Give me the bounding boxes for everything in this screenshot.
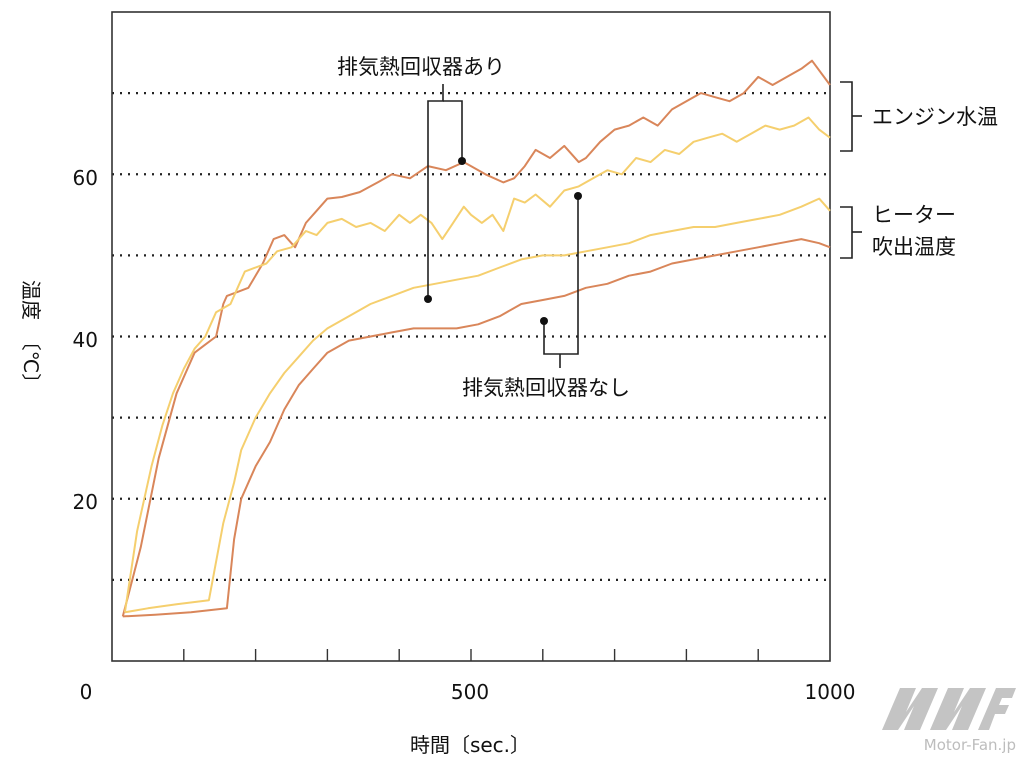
group-heater-outlet: ヒーター 吹出温度 — [840, 203, 956, 259]
x-tick-label-1000: 1000 — [805, 680, 856, 704]
bracket-heater-outlet — [840, 206, 853, 259]
annotation-label-without-recovery: 排気熱回収器なし — [462, 376, 630, 400]
tick-labels: 60 40 20 0 500 1000 — [73, 166, 856, 704]
x-axis-label: 時間〔sec.〕 — [410, 733, 530, 757]
series-line-3 — [124, 197, 831, 614]
plot-frame — [111, 11, 831, 662]
annotation-without-recovery: 排気熱回収器なし — [462, 192, 630, 400]
y-tick-label-60: 60 — [73, 166, 98, 190]
leader-with-recovery-right — [443, 100, 463, 161]
y-axis-unit: 〔℃〕 — [19, 331, 43, 393]
group-engine-coolant: エンジン水温 — [840, 81, 998, 152]
marker-with-recovery-heater — [424, 295, 432, 303]
series-line-4 — [122, 238, 831, 618]
annotation-label-with-recovery: 排気熱回収器あり — [337, 55, 505, 79]
series-line-1 — [121, 59, 831, 617]
bracket-engine-coolant — [840, 81, 853, 152]
marker-with-recovery-coolant — [458, 157, 466, 165]
site-logo — [882, 688, 1016, 730]
y-tick-label-20: 20 — [73, 490, 98, 514]
x-tick-label-500: 500 — [451, 680, 489, 704]
watermark-site-text: Motor-Fan.jp — [924, 736, 1016, 754]
x-tick-label-0: 0 — [80, 680, 93, 704]
marker-without-recovery-heater — [540, 317, 548, 325]
group-label-heater-line2: 吹出温度 — [872, 235, 956, 259]
leader-without-recovery — [543, 196, 579, 355]
x-axis-ticks — [183, 649, 759, 661]
group-label-engine-coolant: エンジン水温 — [872, 105, 998, 129]
series-group — [121, 59, 831, 618]
group-label-heater-line1: ヒーター — [872, 203, 956, 227]
leader-with-recovery — [427, 84, 444, 299]
y-tick-label-40: 40 — [73, 328, 98, 352]
y-axis-label: 温度 — [19, 280, 43, 320]
marker-without-recovery-coolant — [574, 192, 582, 200]
site-watermark: Motor-Fan.jp — [882, 688, 1016, 754]
series-line-2 — [123, 116, 831, 613]
annotation-with-recovery: 排気熱回収器あり — [337, 55, 505, 303]
